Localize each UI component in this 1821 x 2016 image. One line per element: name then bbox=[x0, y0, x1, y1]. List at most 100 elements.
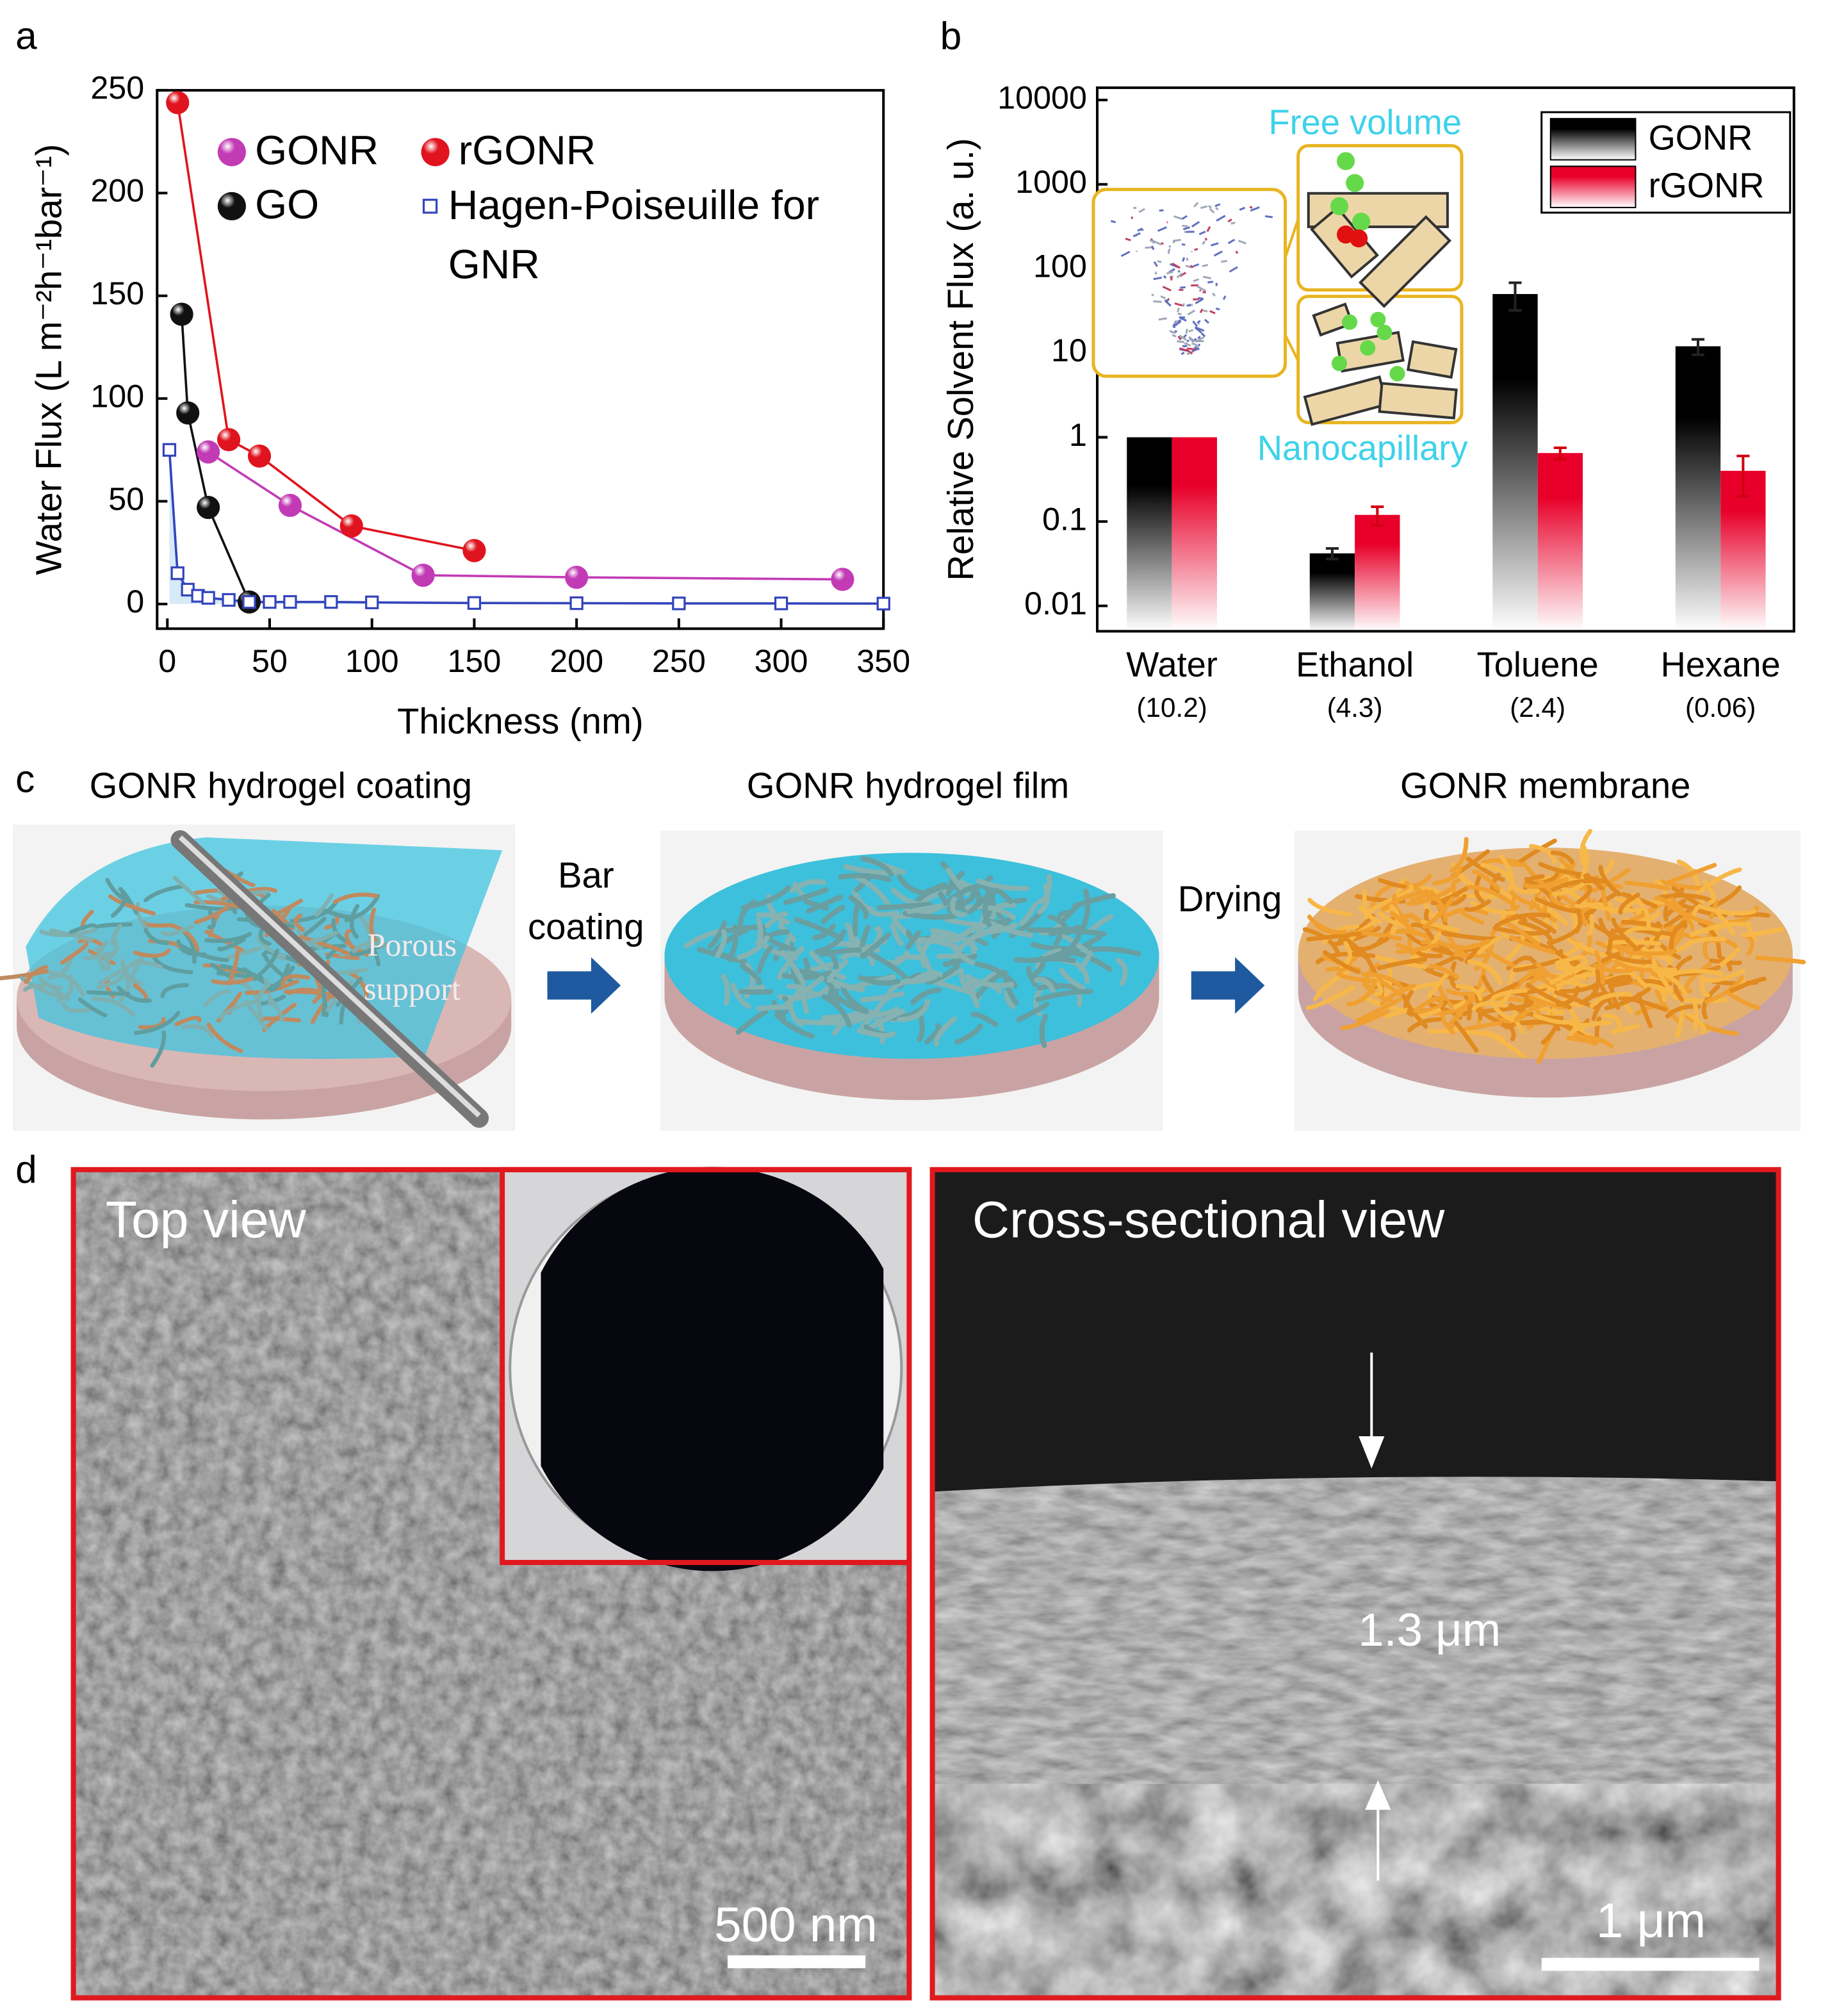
nanoribbon bbox=[1059, 967, 1086, 990]
nanoribbon bbox=[323, 908, 354, 919]
nanoribbon bbox=[1534, 897, 1582, 914]
nanoribbon bbox=[1525, 983, 1572, 1010]
legend-label-box: Hagen-Poiseuille for GNR bbox=[448, 182, 819, 288]
bar bbox=[1720, 470, 1766, 632]
molecule-bond bbox=[1139, 227, 1144, 231]
nanoribbon bbox=[1346, 982, 1376, 1007]
nanoribbon bbox=[258, 940, 286, 959]
nanoribbon bbox=[1611, 917, 1637, 949]
nanoribbon bbox=[1403, 990, 1414, 1017]
molecule-bond bbox=[1191, 342, 1197, 346]
plot-frame bbox=[156, 88, 885, 630]
nanoribbon bbox=[1448, 939, 1490, 951]
nanoribbon bbox=[1337, 938, 1369, 960]
nanoribbon bbox=[737, 935, 770, 960]
nanoribbon bbox=[1467, 959, 1503, 985]
molecule-bond bbox=[1177, 312, 1182, 316]
x-tick-label: 100 bbox=[345, 643, 399, 679]
molecule-bond bbox=[1191, 220, 1200, 228]
marker bbox=[166, 91, 190, 115]
molecule-bond bbox=[1206, 226, 1211, 233]
y-tick-label: 100 bbox=[1033, 249, 1087, 284]
nanoribbon bbox=[299, 935, 350, 956]
nanoribbon bbox=[1566, 1035, 1614, 1049]
molecule-bond bbox=[1200, 205, 1208, 209]
molecule-bond bbox=[1154, 271, 1157, 275]
molecule-bond bbox=[1202, 264, 1209, 267]
marker bbox=[774, 596, 788, 611]
nanoribbon bbox=[857, 975, 901, 986]
nanoribbon bbox=[1407, 1017, 1442, 1033]
marker bbox=[422, 199, 438, 214]
molecule-bond bbox=[1204, 238, 1207, 241]
nanoribbon bbox=[1314, 922, 1348, 935]
molecule-bond bbox=[1212, 292, 1216, 297]
nanoribbon bbox=[301, 931, 338, 946]
nanoribbon bbox=[1332, 926, 1381, 947]
nanoribbon bbox=[926, 963, 960, 985]
molecule-bond bbox=[1151, 293, 1154, 297]
nanoribbon bbox=[1755, 955, 1806, 965]
nanoribbon bbox=[740, 963, 762, 985]
molecule-bond bbox=[1163, 275, 1167, 279]
image-border bbox=[929, 1167, 1781, 2001]
nanoribbon bbox=[946, 938, 976, 965]
nanoribbon bbox=[110, 923, 122, 946]
nanoribbon bbox=[1307, 897, 1353, 917]
nanoribbon bbox=[1460, 910, 1485, 925]
nanoribbon bbox=[784, 976, 825, 1007]
process-arrow bbox=[1191, 957, 1265, 1014]
nanoribbon bbox=[1594, 1016, 1602, 1040]
nanoribbon bbox=[1422, 896, 1455, 929]
nanoribbon bbox=[261, 952, 295, 985]
nanoribbon bbox=[1551, 878, 1606, 892]
membrane-photo bbox=[541, 1167, 884, 1571]
thickness-arrowhead bbox=[1365, 1780, 1391, 1810]
nanoribbon bbox=[1039, 1013, 1049, 1048]
flake bbox=[1312, 302, 1354, 337]
nanoribbon bbox=[853, 874, 891, 906]
nanoribbon bbox=[94, 922, 133, 929]
nanoribbon bbox=[1036, 983, 1083, 992]
nanoribbon bbox=[1078, 950, 1093, 972]
nanoribbon bbox=[788, 879, 826, 893]
marker bbox=[176, 401, 200, 425]
nanoribbon bbox=[1546, 940, 1581, 966]
flake bbox=[1359, 215, 1452, 308]
nanoribbon bbox=[150, 1030, 167, 1068]
nanoribbon bbox=[730, 982, 751, 1010]
nanoribbon bbox=[47, 956, 73, 980]
nanoribbon bbox=[1003, 976, 1019, 1006]
nanoribbon bbox=[821, 905, 845, 924]
bar bbox=[1675, 346, 1721, 632]
nanoribbon bbox=[943, 883, 984, 906]
molecule-bond bbox=[1153, 261, 1158, 267]
molecule-bond bbox=[1179, 272, 1187, 277]
nanoribbon bbox=[1529, 844, 1556, 865]
molecule-bond bbox=[1193, 202, 1199, 208]
nanoribbon bbox=[252, 948, 279, 981]
nanoribbon bbox=[954, 1023, 983, 1045]
nanoribbon bbox=[1576, 884, 1593, 905]
nanoribbon bbox=[1016, 1001, 1050, 1022]
molecule-bond bbox=[1168, 245, 1172, 248]
nanoribbon bbox=[1061, 903, 1080, 922]
nanoribbon bbox=[151, 954, 193, 974]
molecule-bond bbox=[1195, 336, 1205, 343]
nanoribbon bbox=[809, 950, 847, 980]
nanoribbon bbox=[964, 974, 1015, 988]
nanoribbon bbox=[1490, 873, 1501, 894]
nanoribbon bbox=[1474, 941, 1494, 971]
nanoribbon bbox=[95, 946, 111, 971]
nanoribbon bbox=[1684, 962, 1712, 990]
inset-connector bbox=[1284, 218, 1300, 362]
molecule-bond bbox=[1157, 226, 1168, 232]
molecule-bond bbox=[1195, 298, 1204, 304]
x-tick-label: 0 bbox=[158, 643, 176, 679]
molecule-bond bbox=[1202, 275, 1212, 280]
legend-swatch bbox=[1549, 165, 1637, 208]
nanoribbon bbox=[1498, 1013, 1516, 1042]
molecule-bond bbox=[1153, 276, 1162, 281]
molecule-bond bbox=[1152, 240, 1162, 246]
